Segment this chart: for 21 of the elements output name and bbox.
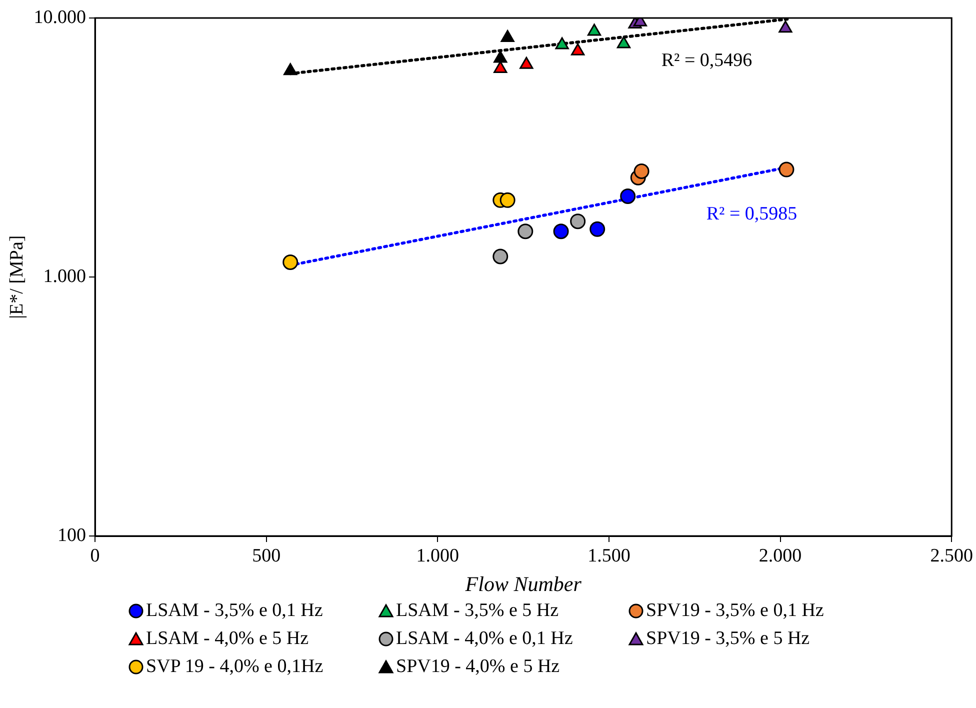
legend-label: LSAM - 3,5% e 5 Hz [396, 600, 559, 622]
legend-label: SPV19 - 4,0% e 5 Hz [396, 656, 560, 678]
legend-label: LSAM - 3,5% e 0,1 Hz [146, 600, 323, 622]
x-tick-label: 0 [90, 545, 100, 566]
legend-label: SPV19 - 3,5% e 0,1 Hz [646, 600, 824, 622]
x-tick-label: 500 [252, 545, 281, 566]
annotation: R² = 0,5496 [661, 50, 752, 72]
x-tick-label: 2.500 [930, 545, 973, 566]
y-tick-label: 100 [58, 524, 86, 546]
legend-label: LSAM - 4,0% e 5 Hz [146, 628, 309, 650]
x-axis-title: Flow Number [464, 572, 582, 596]
legend-label: SPV19 - 3,5% e 5 Hz [646, 628, 810, 650]
y-axis-title: |E*/ [MPa] [6, 235, 28, 319]
x-tick-label: 1.500 [588, 545, 630, 566]
y-tick-label: 1.000 [43, 266, 86, 287]
legend-label: LSAM - 4,0% e 0,1 Hz [396, 628, 573, 650]
y-tick-label: 10.000 [34, 6, 86, 28]
x-tick-label: 2.000 [758, 545, 802, 566]
x-tick-label: 1.000 [416, 545, 460, 566]
legend-label: SVP 19 - 4,0% e 0,1Hz [146, 656, 324, 678]
annotation: R² = 0,5985 [706, 203, 798, 224]
